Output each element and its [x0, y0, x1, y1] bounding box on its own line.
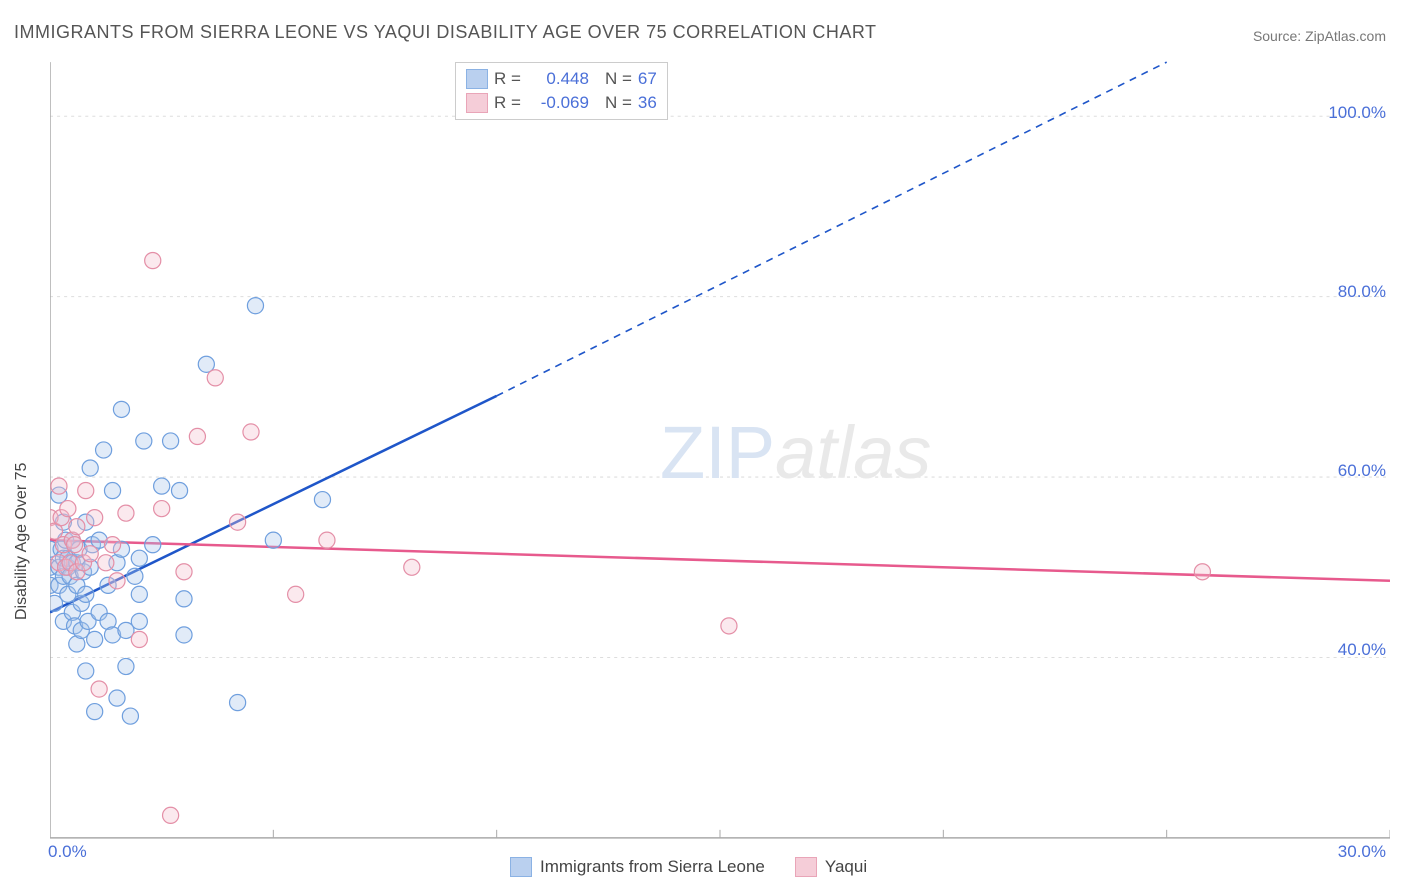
legend-swatch: [510, 857, 532, 877]
n-value: 67: [638, 69, 657, 89]
scatter-chart: [50, 60, 1390, 840]
legend-row: R = 0.448 N = 67: [466, 67, 657, 91]
legend-swatch: [466, 69, 488, 89]
series-legend-item: Immigrants from Sierra Leone: [510, 857, 765, 877]
legend-swatch: [795, 857, 817, 877]
n-prefix: N =: [605, 69, 632, 89]
r-value: 0.448: [527, 69, 589, 89]
source-attribution: Source: ZipAtlas.com: [1253, 28, 1386, 44]
series-name: Immigrants from Sierra Leone: [540, 857, 765, 877]
series-legend-item: Yaqui: [795, 857, 867, 877]
correlation-legend: R = 0.448 N = 67 R = -0.069 N = 36: [455, 62, 668, 120]
source-prefix: Source:: [1253, 28, 1305, 44]
y-axis-label: Disability Age Over 75: [13, 463, 31, 620]
legend-swatch: [466, 93, 488, 113]
chart-container: IMMIGRANTS FROM SIERRA LEONE VS YAQUI DI…: [0, 0, 1406, 892]
y-tick-label: 100.0%: [1328, 103, 1386, 123]
y-tick-label: 40.0%: [1338, 640, 1386, 660]
x-tick-label: 0.0%: [48, 842, 87, 862]
n-value: 36: [638, 93, 657, 113]
r-value: -0.069: [527, 93, 589, 113]
r-prefix: R =: [494, 93, 521, 113]
chart-title: IMMIGRANTS FROM SIERRA LEONE VS YAQUI DI…: [14, 22, 877, 43]
x-tick-label: 30.0%: [1338, 842, 1386, 862]
y-tick-label: 80.0%: [1338, 282, 1386, 302]
series-legend: Immigrants from Sierra Leone Yaqui: [510, 857, 867, 877]
r-prefix: R =: [494, 69, 521, 89]
legend-row: R = -0.069 N = 36: [466, 91, 657, 115]
series-name: Yaqui: [825, 857, 867, 877]
source-link[interactable]: ZipAtlas.com: [1305, 28, 1386, 44]
n-prefix: N =: [605, 93, 632, 113]
y-tick-label: 60.0%: [1338, 461, 1386, 481]
